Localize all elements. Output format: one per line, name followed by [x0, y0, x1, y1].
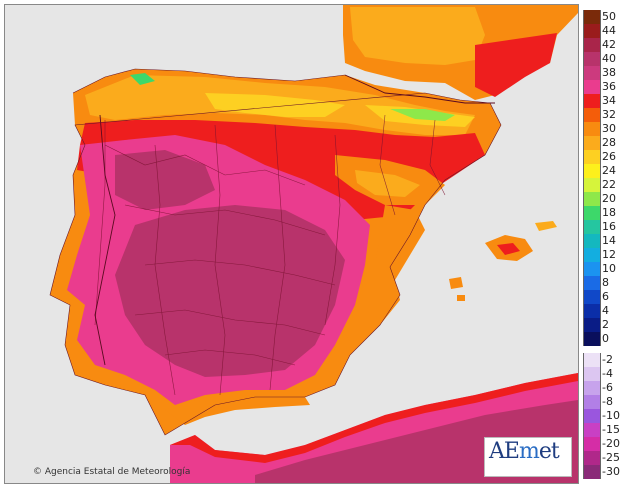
legend-label--15: -15 — [602, 423, 620, 436]
legend-swatch-24 — [583, 164, 601, 178]
legend-swatch-50 — [583, 10, 601, 24]
legend-swatch-34 — [583, 94, 601, 108]
legend-label-38: 38 — [602, 66, 616, 79]
legend-label-42: 42 — [602, 38, 616, 51]
legend-swatch-32 — [583, 108, 601, 122]
legend-swatch--20 — [583, 437, 601, 451]
legend-label-32: 32 — [602, 108, 616, 121]
legend-label-30: 30 — [602, 122, 616, 135]
legend-swatch-36 — [583, 80, 601, 94]
copyright-icon: © — [33, 467, 42, 477]
national-borders — [94, 74, 495, 366]
legend-label-22: 22 — [602, 178, 616, 191]
legend-label--2: -2 — [602, 353, 613, 366]
legend-label-28: 28 — [602, 136, 616, 149]
cantabrian-green — [130, 73, 155, 85]
map-canvas — [5, 5, 578, 483]
legend-swatch-30 — [583, 122, 601, 136]
mallorca-core — [497, 243, 520, 255]
aemet-logo: AEmet — [484, 437, 572, 477]
legend-swatch--10 — [583, 409, 601, 423]
legend-label-26: 26 — [602, 150, 616, 163]
legend-label-16: 16 — [602, 220, 616, 233]
legend-swatch-6 — [583, 290, 601, 304]
menorca — [535, 221, 557, 231]
interior-hottest — [115, 205, 345, 377]
legend-label-2: 2 — [602, 318, 609, 331]
legend-label-20: 20 — [602, 192, 616, 205]
legend-swatch-20 — [583, 192, 601, 206]
legend-swatch-18 — [583, 206, 601, 220]
temperature-legend: 50 44 42 40 38 36 34 32 30 28 26 24 22 20 18 16 14 12 10 8 6… — [583, 10, 630, 480]
legend-label-0: 0 — [602, 332, 609, 345]
france-inner — [350, 7, 485, 65]
legend-swatch--4 — [583, 367, 601, 381]
cantabrian-yellow — [205, 93, 345, 117]
temperature-map: © Agencia Estatal de Meteorología AEmet — [4, 4, 579, 484]
legend-swatch-28 — [583, 136, 601, 150]
legend-label--30: -30 — [602, 465, 620, 478]
legend-label-8: 8 — [602, 276, 609, 289]
legend-label--20: -20 — [602, 437, 620, 450]
copyright-label: Agencia Estatal de Meteorología — [44, 467, 191, 477]
legend-swatch--6 — [583, 381, 601, 395]
legend-label-10: 10 — [602, 262, 616, 275]
legend-swatch-12 — [583, 248, 601, 262]
legend-swatch-38 — [583, 66, 601, 80]
legend-label-34: 34 — [602, 94, 616, 107]
copyright-text: © Agencia Estatal de Meteorología — [33, 467, 190, 477]
legend-swatch-44 — [583, 24, 601, 38]
legend-swatch-10 — [583, 262, 601, 276]
legend-swatch--2 — [583, 353, 601, 367]
legend-swatch-4 — [583, 304, 601, 318]
legend-label-50: 50 — [602, 10, 616, 23]
legend-swatch-0 — [583, 332, 601, 346]
legend-label--10: -10 — [602, 409, 620, 422]
legend-swatch-42 — [583, 38, 601, 52]
legend-swatch-16 — [583, 220, 601, 234]
legend-swatch-22 — [583, 178, 601, 192]
legend-label-18: 18 — [602, 206, 616, 219]
legend-label-6: 6 — [602, 290, 609, 303]
legend-label-12: 12 — [602, 248, 616, 261]
legend-label-24: 24 — [602, 164, 616, 177]
legend-label-36: 36 — [602, 80, 616, 93]
formentera — [457, 295, 465, 301]
legend-swatch-40 — [583, 52, 601, 66]
legend-swatch-8 — [583, 276, 601, 290]
province-borders — [94, 114, 446, 396]
south-coast-orange — [165, 397, 310, 425]
legend-swatch-14 — [583, 234, 601, 248]
coastline — [49, 68, 502, 436]
aemet-logo-mark: AEmet — [489, 439, 560, 464]
east-coast-orange — [340, 205, 425, 350]
france-edge-red — [475, 33, 557, 97]
legend-label--8: -8 — [602, 395, 613, 408]
legend-label-40: 40 — [602, 52, 616, 65]
ibiza — [449, 277, 463, 289]
legend-label--6: -6 — [602, 381, 613, 394]
legend-label-4: 4 — [602, 304, 609, 317]
ebro-yellow — [355, 170, 420, 197]
legend-swatch--30 — [583, 465, 601, 479]
legend-swatch--8 — [583, 395, 601, 409]
legend-swatch-26 — [583, 150, 601, 164]
legend-swatch--25 — [583, 451, 601, 465]
legend-label-14: 14 — [602, 234, 616, 247]
duero-hottest — [115, 150, 215, 210]
legend-label--25: -25 — [602, 451, 620, 464]
legend-label--4: -4 — [602, 367, 613, 380]
legend-swatch--15 — [583, 423, 601, 437]
pyrenees-green — [390, 109, 455, 121]
legend-label-44: 44 — [602, 24, 616, 37]
legend-swatch-2 — [583, 318, 601, 332]
north-africa-coast — [170, 373, 578, 463]
